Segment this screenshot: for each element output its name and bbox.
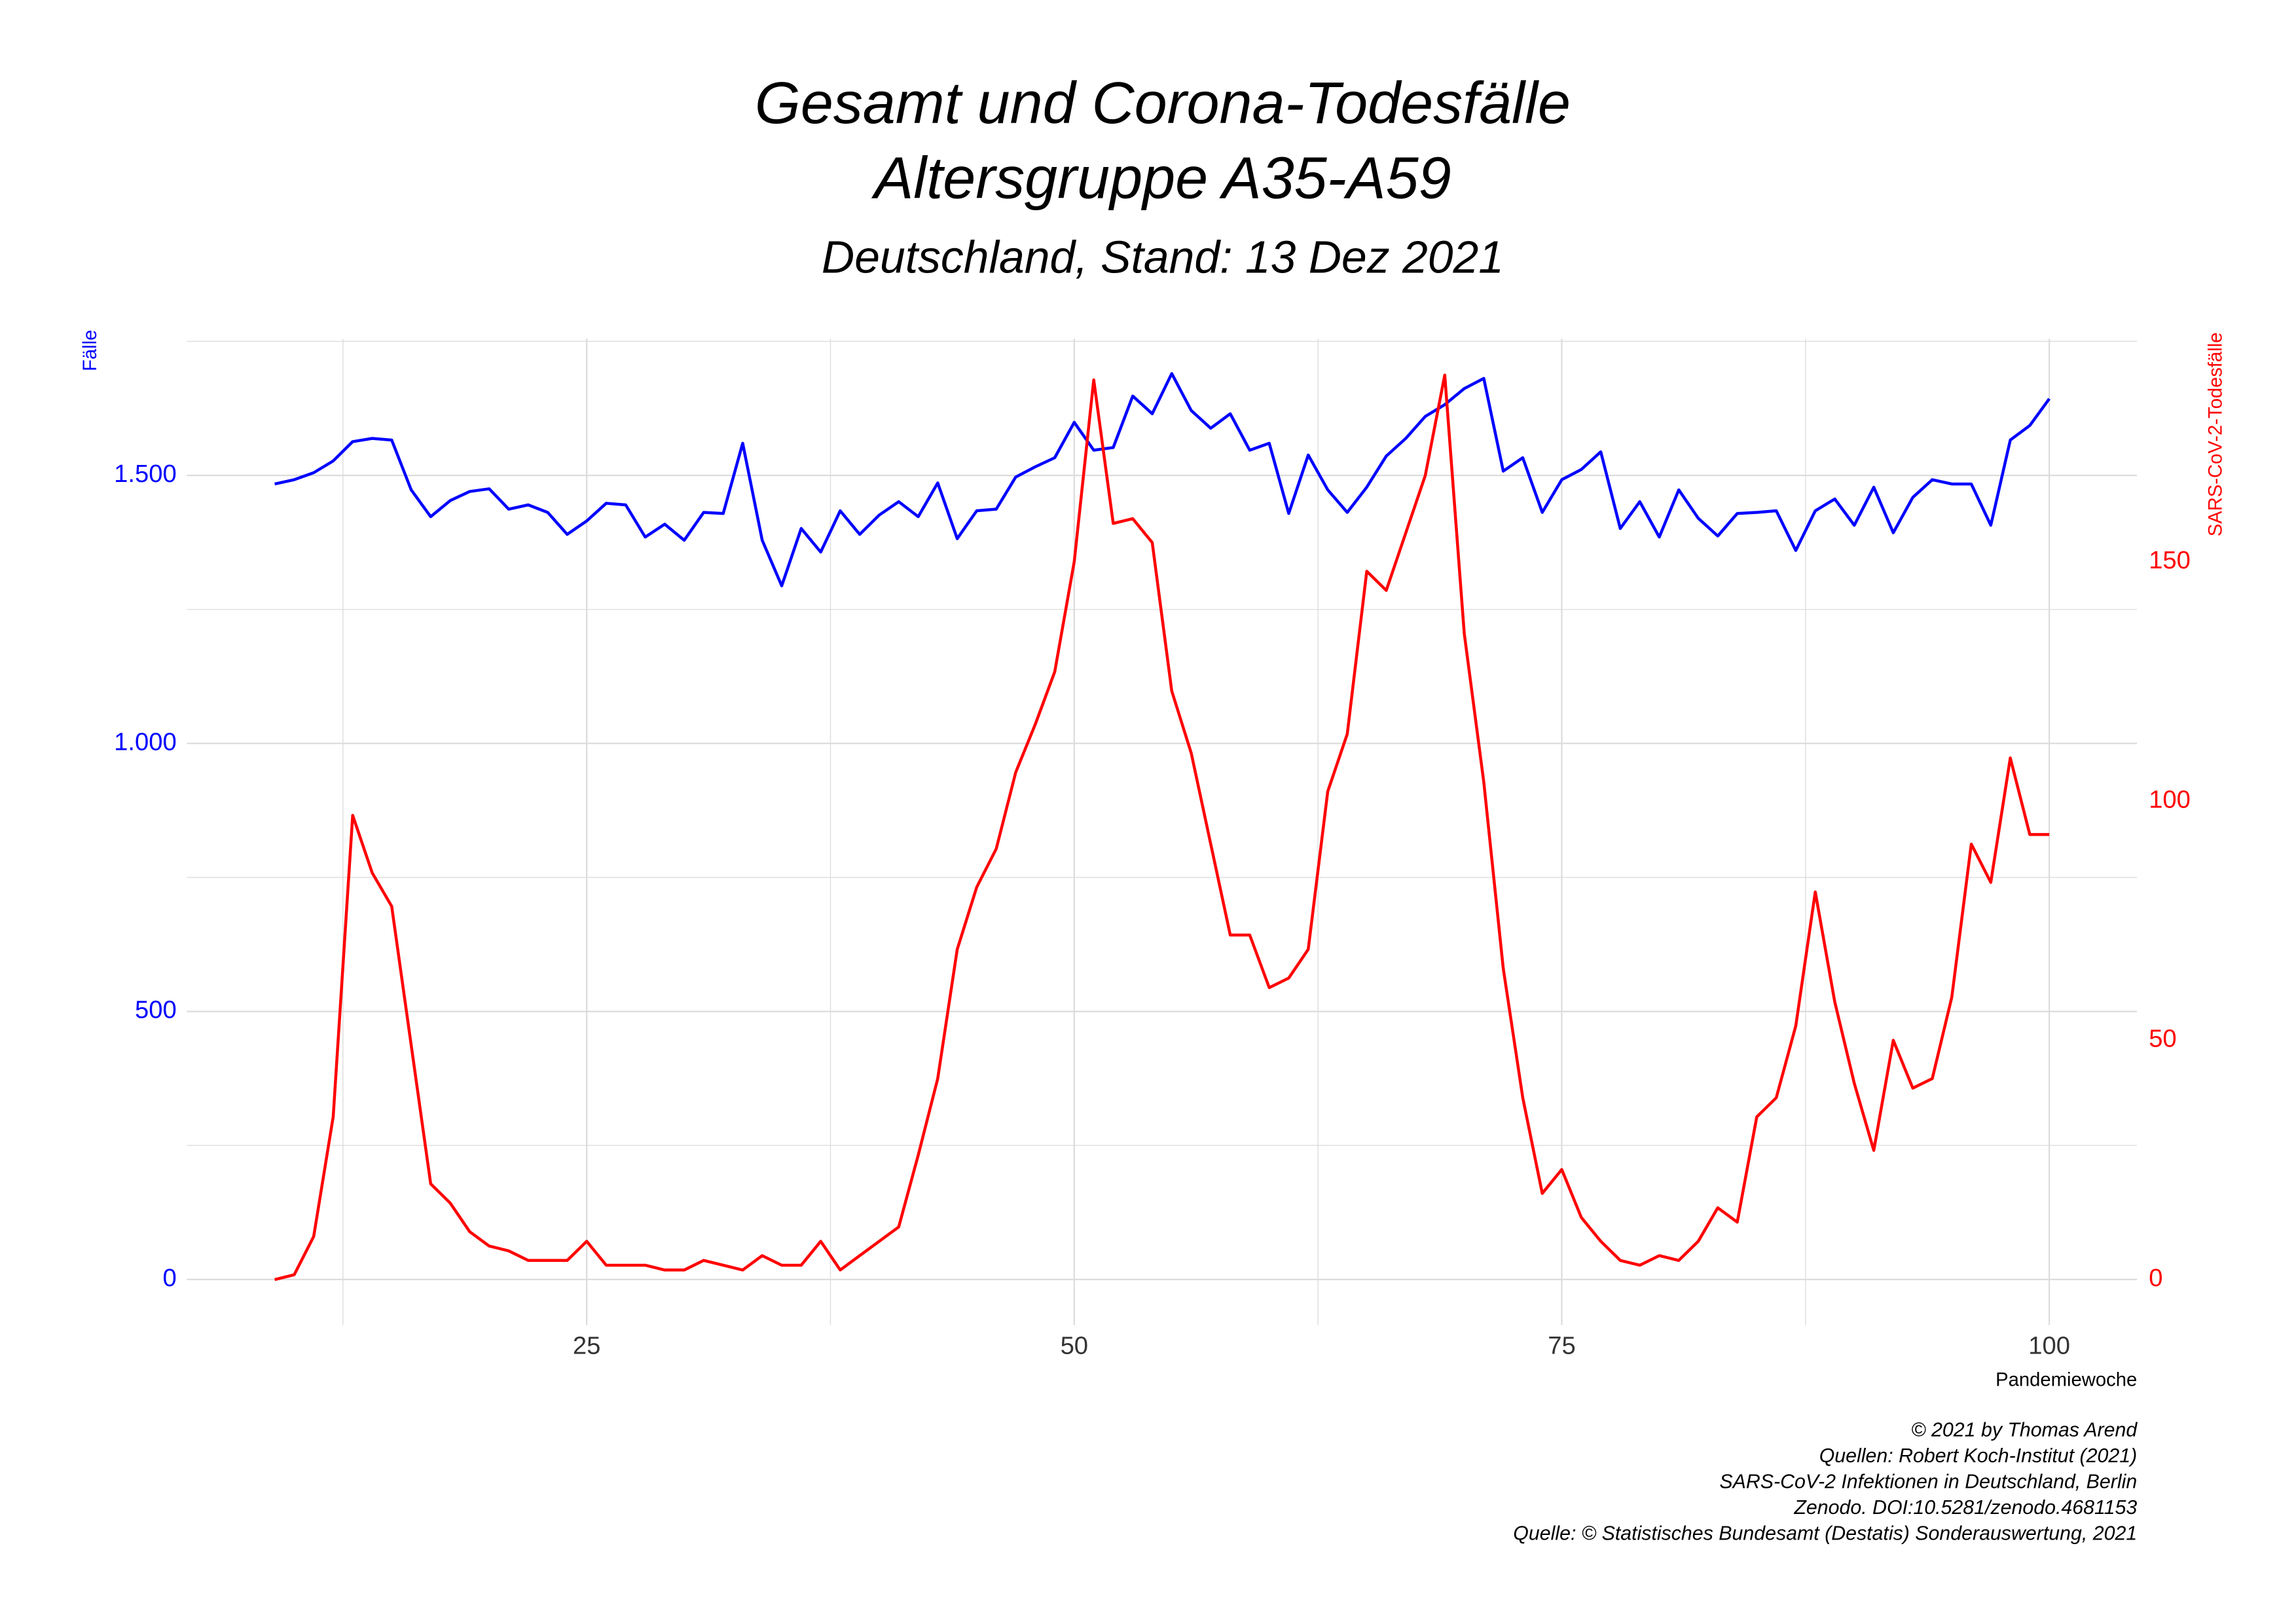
y2-tick-label: 150 — [2149, 546, 2191, 574]
grid: 0 500 1.000 1.500 0 50 100 150 25 50 75 100 — [114, 339, 2191, 1359]
y-tick-label: 1.000 — [114, 728, 177, 756]
caption-line: SARS-CoV-2 Infektionen in Deutschland, B… — [1719, 1471, 2137, 1492]
series-line — [274, 372, 2050, 587]
y-tick-label: 1.500 — [114, 460, 177, 488]
y2-tick-label: 50 — [2149, 1025, 2177, 1053]
caption-line: Quelle: © Statistisches Bundesamt (Desta… — [1513, 1523, 2137, 1545]
chart-title: Altersgruppe A35-A59 — [871, 146, 1451, 212]
y2-tick-label: 100 — [2149, 785, 2191, 813]
chart-subtitle: Deutschland, Stand: 13 Dez 2021 — [822, 232, 1504, 283]
y-axis-label: Fälle — [80, 330, 101, 371]
x-tick-label: 25 — [573, 1331, 601, 1359]
caption: © 2021 by Thomas Arend Quellen: Robert Ko… — [1513, 1419, 2138, 1544]
x-tick-label: 100 — [2028, 1331, 2070, 1359]
y2-tick-label: 0 — [2149, 1264, 2162, 1292]
chart-title: Gesamt und Corona-Todesfälle — [755, 71, 1571, 136]
x-tick-label: 50 — [1061, 1331, 1088, 1359]
y-tick-label: 0 — [163, 1264, 177, 1292]
series-line — [274, 373, 2050, 1282]
caption-line: Zenodo. DOI:10.5281/zenodo.4681153 — [1793, 1497, 2137, 1519]
x-axis-label: Pandemiewoche — [1995, 1370, 2137, 1391]
caption-line: © 2021 by Thomas Arend — [1911, 1419, 2138, 1441]
y-tick-label: 500 — [135, 996, 177, 1024]
x-tick-label: 75 — [1548, 1331, 1576, 1359]
caption-line: Quellen: Robert Koch-Institut (2021) — [1819, 1445, 2138, 1467]
y2-axis-label: SARS-CoV-2-Todesfälle — [2205, 332, 2226, 536]
plot — [274, 372, 2050, 1282]
